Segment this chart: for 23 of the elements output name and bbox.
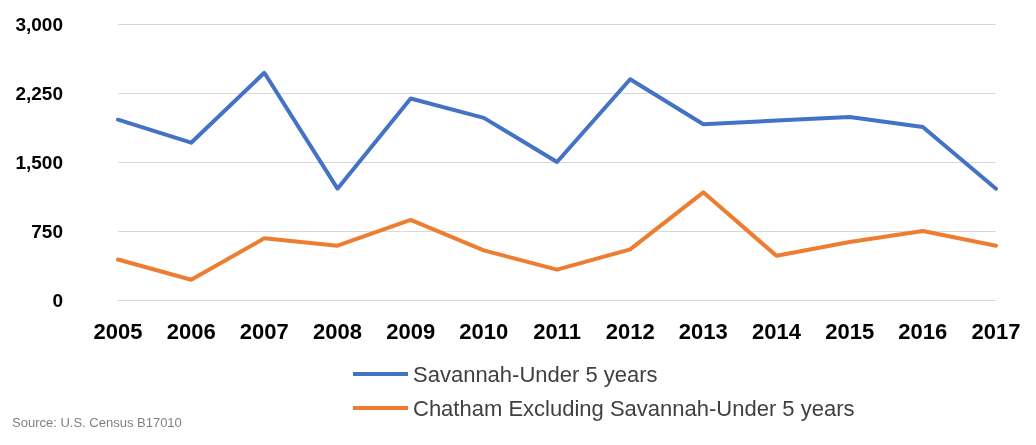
y-tick-label: 0 bbox=[52, 289, 63, 311]
x-tick-label: 2016 bbox=[898, 318, 948, 344]
x-tick-label: 2017 bbox=[971, 318, 1021, 344]
x-tick-label: 2011 bbox=[533, 318, 581, 344]
legend-label: Savannah-Under 5 years bbox=[413, 361, 658, 387]
x-tick-label: 2006 bbox=[166, 318, 216, 344]
x-tick-label: 2012 bbox=[605, 318, 655, 344]
x-tick-label: 2009 bbox=[386, 318, 436, 344]
x-tick-label: 2013 bbox=[678, 318, 728, 344]
x-tick-label: 2014 bbox=[752, 318, 802, 344]
source-note: Source: U.S. Census B17010 bbox=[12, 415, 182, 430]
y-tick-label: 3,000 bbox=[15, 13, 63, 35]
line-series bbox=[116, 190, 998, 282]
x-tick-label: 2010 bbox=[459, 318, 509, 344]
x-tick-label: 2007 bbox=[239, 318, 289, 344]
legend-label: Chatham Excluding Savannah-Under 5 years bbox=[413, 395, 855, 421]
y-tick-label: 1,500 bbox=[15, 151, 63, 173]
line-series bbox=[116, 70, 998, 191]
x-tick-label: 2015 bbox=[825, 318, 875, 344]
x-tick-label: 2008 bbox=[313, 318, 362, 344]
x-tick-label: 2005 bbox=[93, 318, 143, 344]
y-tick-label: 750 bbox=[31, 220, 63, 242]
y-tick-label: 2,250 bbox=[15, 82, 63, 104]
